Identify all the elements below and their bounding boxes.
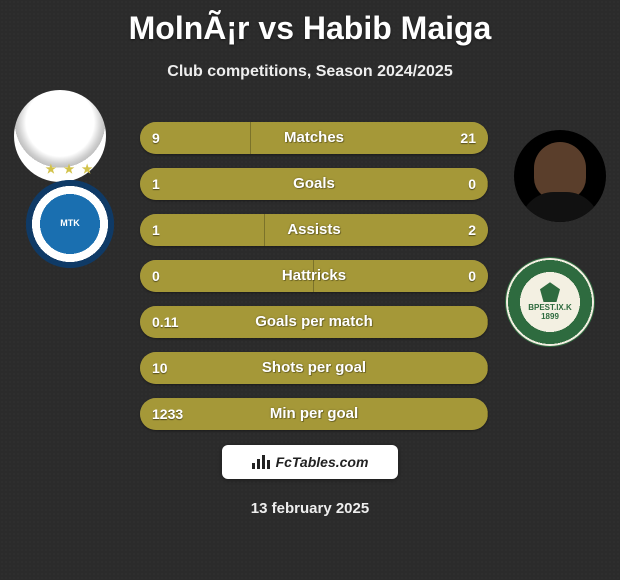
player-right-avatar bbox=[514, 130, 606, 222]
club-badge-left-text: MTK bbox=[60, 219, 80, 229]
stat-row: 1233Min per goal bbox=[140, 398, 488, 430]
stat-label: Goals bbox=[140, 168, 488, 200]
page-subtitle: Club competitions, Season 2024/2025 bbox=[0, 63, 620, 81]
club-badge-right-line2: 1899 bbox=[541, 313, 559, 322]
stat-label: Matches bbox=[140, 122, 488, 154]
club-badge-right-center: BPEST.IX.K 1899 bbox=[524, 276, 576, 328]
stat-row: 12Assists bbox=[140, 214, 488, 246]
stat-label: Min per goal bbox=[140, 398, 488, 430]
page-title: MolnÃ¡r vs Habib Maiga bbox=[0, 0, 620, 47]
stat-label: Goals per match bbox=[140, 306, 488, 338]
stats-area: 921Matches 10Goals 12Assists 00Hattricks 0.1… bbox=[140, 122, 488, 444]
brand-badge[interactable]: FcTables.com bbox=[222, 445, 398, 479]
stat-row: 10Goals bbox=[140, 168, 488, 200]
club-badge-right: BPEST.IX.K 1899 bbox=[506, 258, 594, 346]
stat-row: 0.11Goals per match bbox=[140, 306, 488, 338]
club-badge-left: MTK bbox=[26, 180, 114, 268]
stat-row: 921Matches bbox=[140, 122, 488, 154]
brand-text: FcTables.com bbox=[276, 454, 369, 470]
stat-label: Hattricks bbox=[140, 260, 488, 292]
stat-label: Assists bbox=[140, 214, 488, 246]
stat-row: 10Shots per goal bbox=[140, 352, 488, 384]
bar-chart-icon bbox=[252, 455, 270, 469]
date-label: 13 february 2025 bbox=[0, 500, 620, 517]
stat-label: Shots per goal bbox=[140, 352, 488, 384]
stat-row: 00Hattricks bbox=[140, 260, 488, 292]
